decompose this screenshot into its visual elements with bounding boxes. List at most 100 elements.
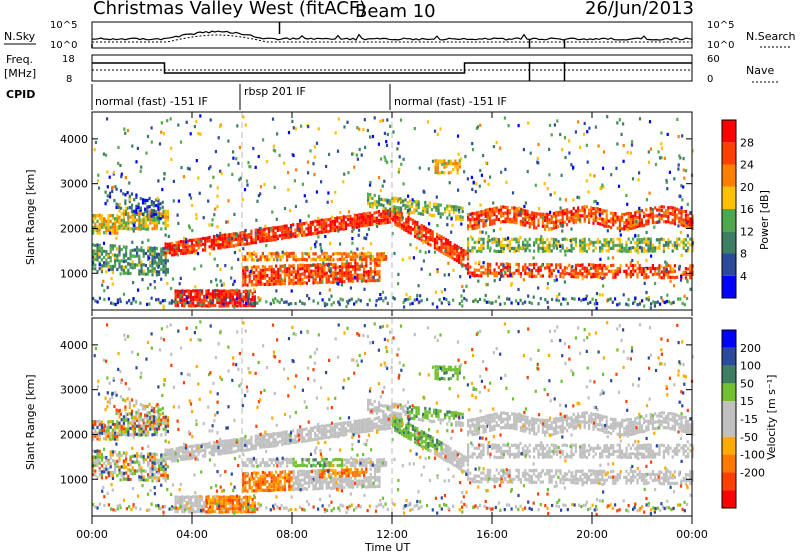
power-cell xyxy=(262,275,264,278)
power-cell xyxy=(441,290,443,293)
power-cell xyxy=(253,258,255,261)
power-cell xyxy=(351,237,353,240)
power-cell xyxy=(634,247,636,250)
power-cell xyxy=(385,215,387,218)
velocity-cell xyxy=(162,412,164,415)
power-cell xyxy=(197,289,199,292)
freq-label-1: Freq. xyxy=(6,53,33,66)
power-cell xyxy=(498,272,500,275)
power-cell xyxy=(212,290,214,293)
power-cell xyxy=(297,276,299,279)
power-cell xyxy=(485,219,487,222)
power-cell xyxy=(599,250,601,253)
velocity-cell xyxy=(140,476,142,479)
power-cell xyxy=(641,299,643,302)
velocity-cell xyxy=(213,444,215,447)
power-cell xyxy=(403,182,405,185)
power-cell xyxy=(551,249,553,252)
power-cell xyxy=(380,213,382,216)
power-cell xyxy=(175,292,177,295)
power-cell xyxy=(487,263,489,266)
velocity-cell xyxy=(112,435,114,438)
power-cell xyxy=(628,221,630,224)
power-cell xyxy=(116,254,118,257)
power-cell xyxy=(414,235,416,238)
power-cell xyxy=(140,267,142,270)
velocity-cell xyxy=(246,448,248,451)
power-cell xyxy=(487,283,489,286)
power-cell xyxy=(103,298,105,301)
power-cell xyxy=(566,272,568,275)
power-cell xyxy=(416,230,418,233)
power-cell xyxy=(409,243,411,246)
velocity-cell xyxy=(165,477,167,480)
power-cell xyxy=(163,132,165,135)
velocity-cell xyxy=(121,425,123,428)
power-cell xyxy=(304,252,306,255)
power-cell xyxy=(599,272,601,275)
power-cell xyxy=(672,219,674,222)
power-cell xyxy=(630,270,632,273)
power-cell xyxy=(356,226,358,229)
power-cell xyxy=(101,220,103,223)
power-cell xyxy=(282,251,284,254)
power-cell xyxy=(350,279,352,282)
power-cell xyxy=(398,168,400,171)
power-cell xyxy=(348,210,350,213)
power-cell xyxy=(234,251,236,254)
power-cell xyxy=(474,227,476,230)
power-cell xyxy=(595,264,597,267)
power-cell xyxy=(367,276,369,279)
power-cell xyxy=(548,272,550,275)
power-cell xyxy=(546,266,548,269)
power-cell xyxy=(441,301,443,304)
power-cell xyxy=(140,170,142,173)
velocity-cell xyxy=(94,420,96,423)
power-cell xyxy=(160,256,162,259)
power-cell xyxy=(482,271,484,274)
power-cell xyxy=(361,154,363,157)
power-cell xyxy=(661,276,663,279)
velocity-cell xyxy=(105,456,107,459)
power-cell xyxy=(631,140,633,143)
power-cell xyxy=(288,282,290,285)
power-cell xyxy=(289,209,291,212)
power-cell xyxy=(342,180,344,183)
velocity-cell xyxy=(275,444,277,447)
velocity-cell xyxy=(116,463,118,466)
power-cell xyxy=(160,202,162,205)
power-cell xyxy=(103,261,105,264)
power-cell xyxy=(650,207,652,210)
power-cell xyxy=(476,241,478,244)
velocity-cell xyxy=(316,429,318,432)
power-cell xyxy=(323,272,325,275)
velocity-cell xyxy=(200,450,202,453)
velocity-cell xyxy=(154,430,156,433)
power-cell xyxy=(632,267,634,270)
power-cell xyxy=(385,207,387,210)
power-cell xyxy=(674,210,676,213)
power-cell xyxy=(544,228,546,231)
velocity-cell xyxy=(144,414,146,417)
power-cell xyxy=(415,206,417,209)
power-cell xyxy=(581,250,583,253)
power-cell xyxy=(167,251,169,254)
velocity-cell xyxy=(140,430,142,433)
power-cell xyxy=(151,261,153,264)
power-cell xyxy=(685,214,687,217)
power-cell xyxy=(110,226,112,229)
power-cell xyxy=(661,209,663,212)
power-cell xyxy=(303,231,305,234)
power-cell xyxy=(658,206,660,209)
power-cell xyxy=(689,243,691,246)
power-cell xyxy=(467,240,469,243)
power-cell xyxy=(264,283,266,286)
power-cell xyxy=(660,131,662,134)
power-cell xyxy=(515,218,517,221)
power-cell xyxy=(480,210,482,213)
power-cell xyxy=(337,272,339,275)
power-cell xyxy=(165,219,167,222)
power-cell xyxy=(354,223,356,226)
power-cell xyxy=(275,238,277,241)
power-cell xyxy=(99,247,101,250)
